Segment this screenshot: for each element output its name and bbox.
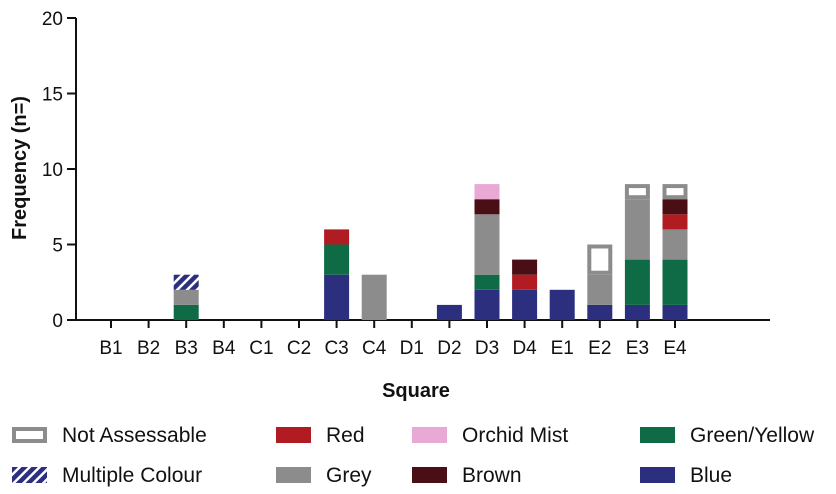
legend-label-grey: Grey	[326, 464, 372, 487]
legend-label-multiple-colour: Multiple Colour	[62, 464, 202, 487]
legend-label-red: Red	[326, 424, 365, 447]
x-tick-label: B4	[212, 338, 236, 359]
x-tick-label: C1	[249, 338, 273, 359]
bar-segment-green-yellow	[474, 274, 500, 290]
x-tick-label: C3	[324, 338, 348, 359]
x-tick-label: C4	[362, 338, 387, 359]
legend-label-brown: Brown	[462, 464, 522, 487]
bar-segment-red	[512, 274, 538, 290]
bar-segment-orchid-mist	[474, 184, 500, 200]
y-axis-title: Frequency (n=)	[9, 96, 31, 240]
legend: Not Assessable Red Orchid Mist Green/Yellow…	[12, 424, 815, 487]
bar-segment-blue	[624, 304, 650, 320]
x-tick-label: D1	[400, 338, 424, 359]
y-tick-labels: 0 5 10 15 20	[42, 9, 63, 332]
bar-segment-grey	[624, 199, 650, 260]
bars	[173, 184, 688, 320]
bar-segment-brown	[662, 199, 688, 215]
x-tick-label: B1	[99, 338, 122, 359]
bar-segment-grey	[587, 274, 613, 305]
bar-segment-blue	[474, 289, 500, 320]
bar-segment-blue	[436, 304, 462, 320]
bar-segment-blue	[549, 289, 575, 320]
bar-segment-red	[324, 229, 350, 245]
bar-segment-brown	[512, 259, 538, 275]
x-tick-label: E4	[663, 338, 687, 359]
legend-swatch-brown	[412, 467, 447, 483]
legend-swatch-red	[276, 427, 311, 443]
legend-swatch-multiple-colour	[12, 467, 47, 483]
legend-swatch-grey	[276, 467, 311, 483]
bar-segment-grey	[662, 229, 688, 260]
x-axis-title: Square	[382, 380, 450, 402]
x-tick-label: C2	[287, 338, 311, 359]
bar-segment-multiple-colour	[173, 274, 199, 290]
legend-swatch-green-yellow	[640, 427, 675, 443]
bar-segment-grey	[361, 274, 387, 320]
y-tick-label: 10	[42, 160, 63, 181]
bar-segment-red	[662, 214, 688, 230]
legend-swatch-orchid-mist	[412, 427, 447, 443]
bar-segment-not-assessable	[587, 244, 613, 275]
bar-segment-not-assessable	[624, 184, 650, 200]
bar-segment-blue	[662, 304, 688, 320]
bar-segment-green-yellow	[624, 259, 650, 305]
y-tick-label: 20	[42, 9, 63, 30]
legend-swatch-not-assessable	[12, 427, 47, 443]
y-tick-label: 15	[42, 85, 63, 106]
legend-label-green-yellow: Green/Yellow	[690, 424, 815, 447]
bar-segment-brown	[474, 199, 500, 215]
x-tick-label: E2	[588, 338, 611, 359]
x-tick-label: E1	[551, 338, 574, 359]
bar-segment-not-assessable	[662, 184, 688, 200]
y-tick-label: 0	[52, 311, 63, 332]
legend-swatch-blue	[640, 467, 675, 483]
bar-segment-grey	[173, 289, 199, 305]
bar-segment-green-yellow	[662, 259, 688, 305]
x-tick-label: B3	[175, 338, 198, 359]
bar-segment-blue	[512, 289, 538, 320]
legend-label-not-assessable: Not Assessable	[62, 424, 207, 447]
bar-segment-blue	[587, 304, 613, 320]
x-tick-label: B2	[137, 338, 160, 359]
legend-label-orchid-mist: Orchid Mist	[462, 424, 568, 447]
x-tick-label: D4	[512, 338, 537, 359]
x-tick-label: D2	[437, 338, 461, 359]
bar-segment-grey	[474, 214, 500, 275]
bar-segment-blue	[324, 274, 350, 320]
legend-label-blue: Blue	[690, 464, 732, 487]
bar-segment-green-yellow	[173, 304, 199, 320]
bar-segment-green-yellow	[324, 244, 350, 275]
y-tick-label: 5	[52, 236, 63, 257]
x-tick-label: E3	[626, 338, 649, 359]
x-tick-label: D3	[475, 338, 499, 359]
x-tick-labels: B1 B2 B3 B4 C1 C2 C3 C4 D1 D2 D3 D4 E1 E2 E3 E4	[99, 338, 687, 359]
